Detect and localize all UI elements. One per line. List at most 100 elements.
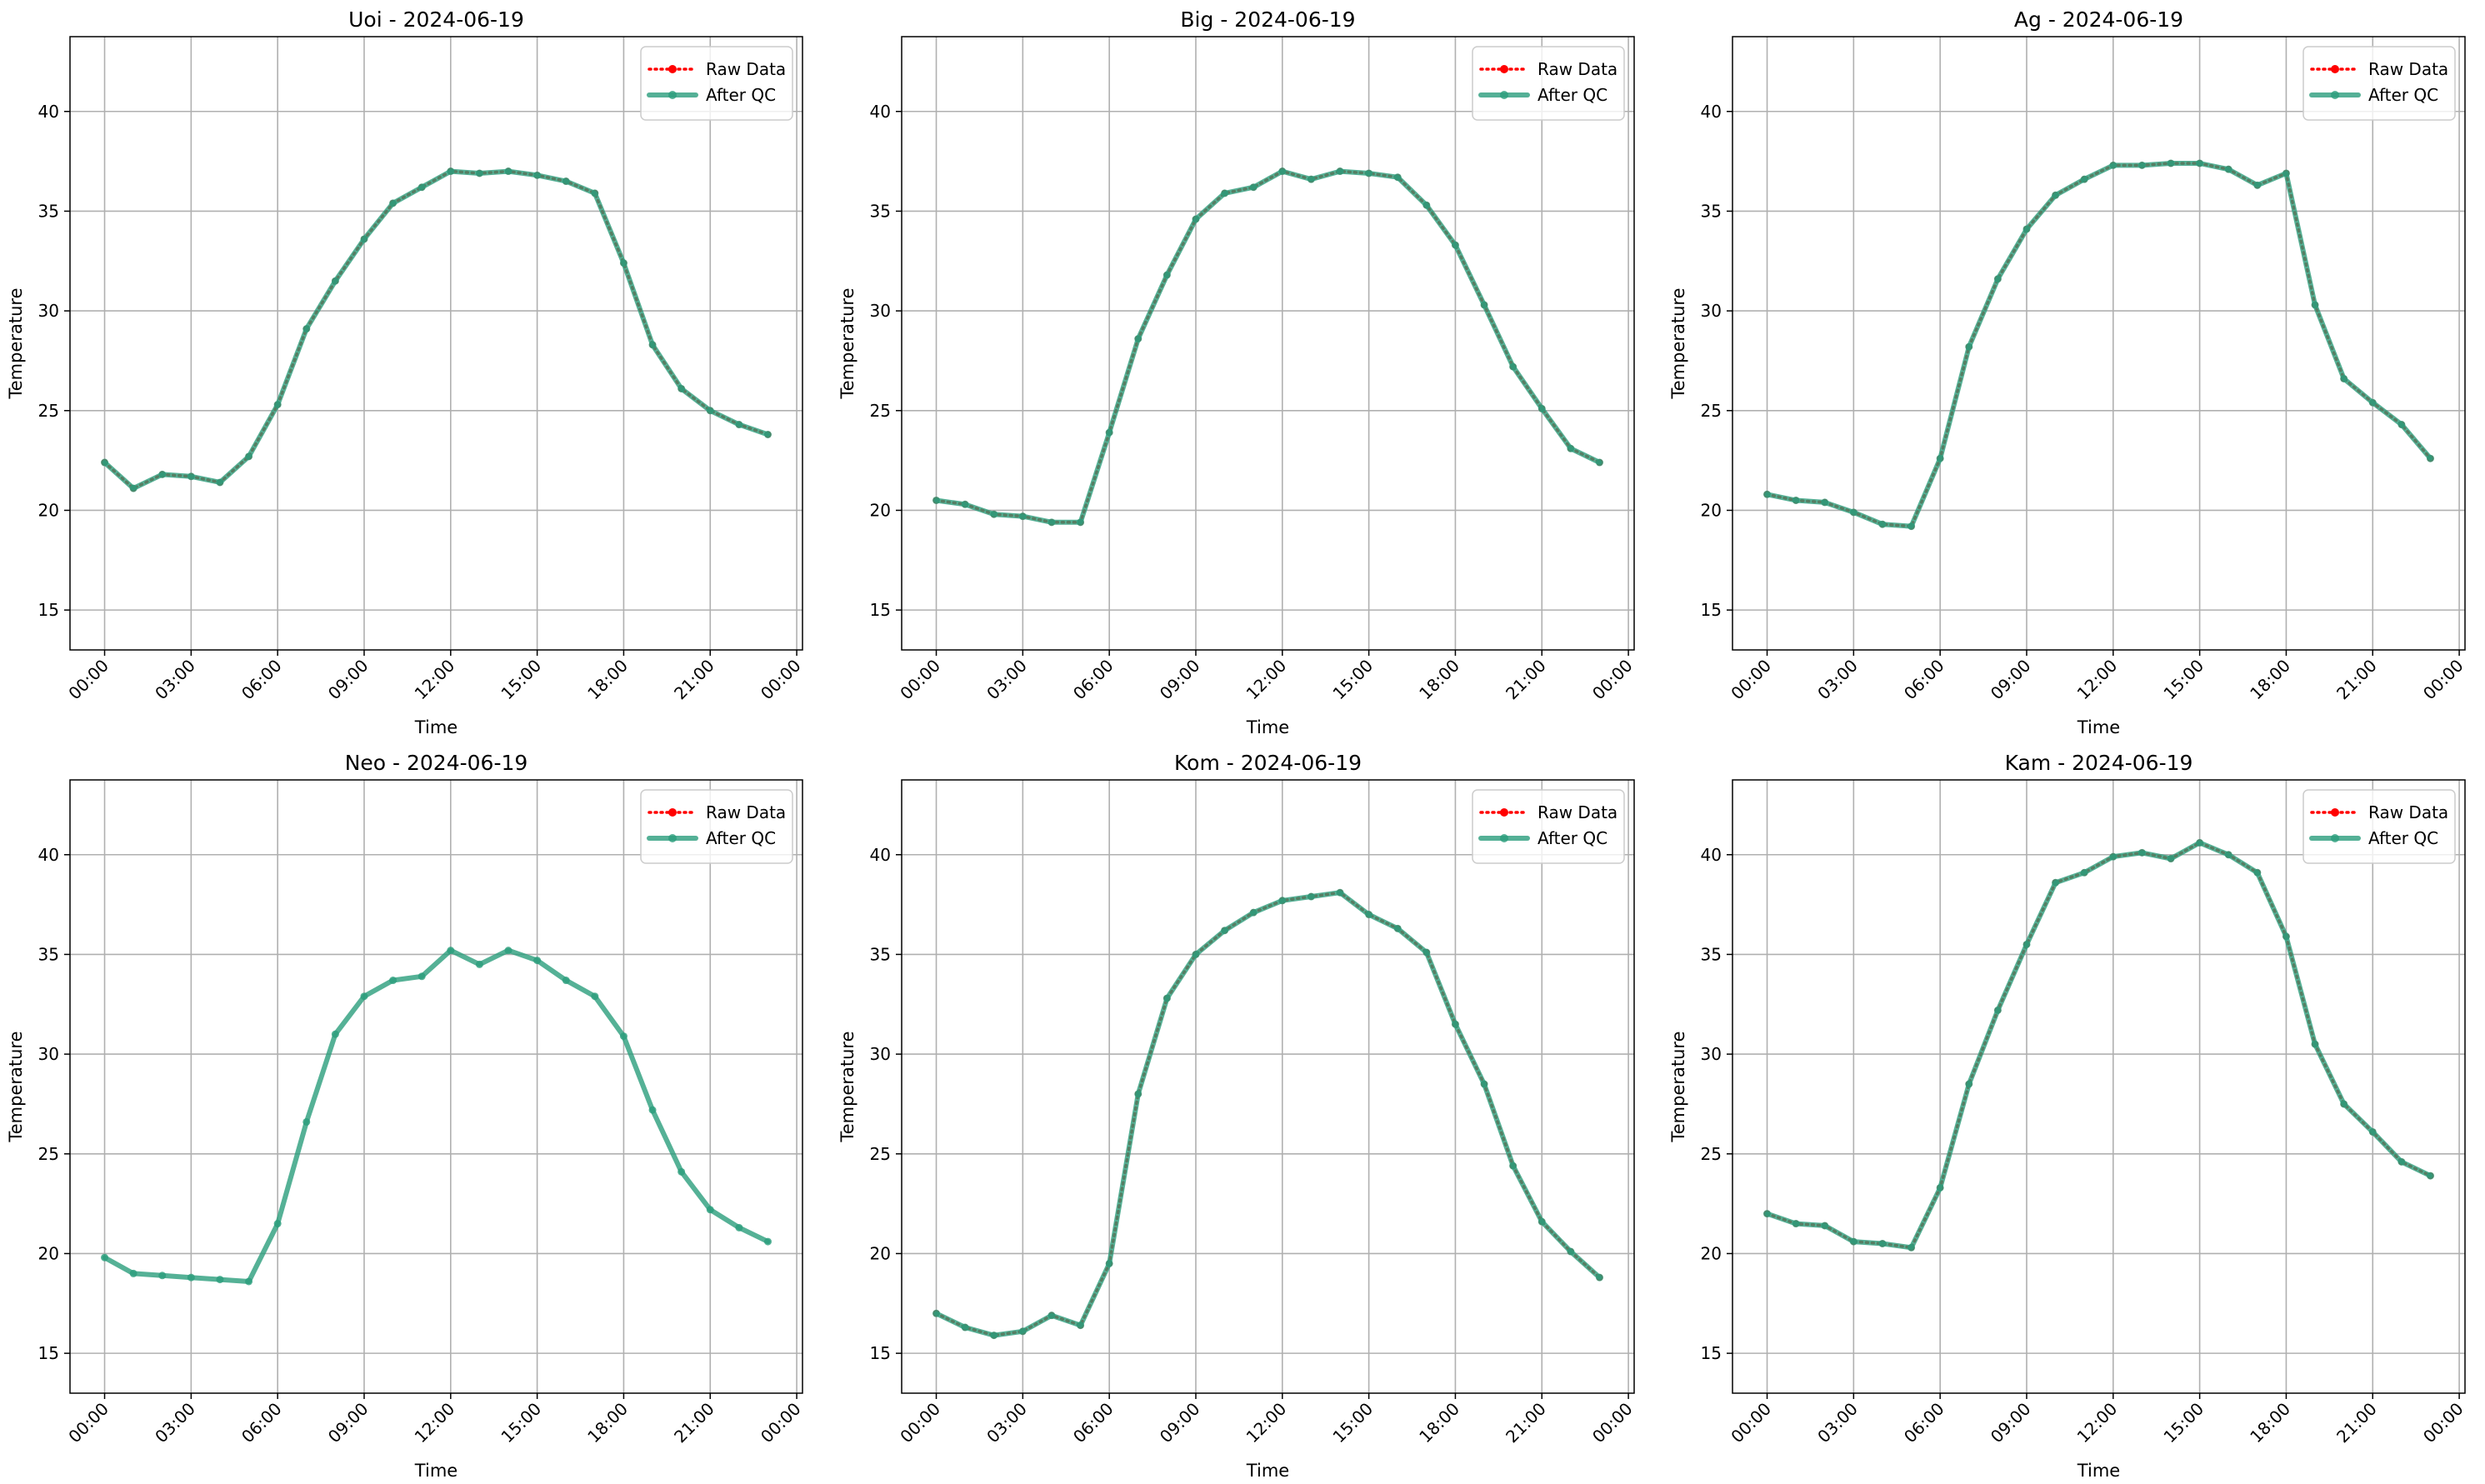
qc-marker — [2138, 161, 2146, 169]
qc-marker — [1162, 994, 1171, 1002]
legend-label: After QC — [1538, 85, 1608, 105]
qc-marker — [2426, 1172, 2434, 1180]
qc-marker — [504, 167, 512, 176]
qc-marker — [1878, 1239, 1887, 1247]
y-tick-label: 20 — [870, 1243, 891, 1263]
legend-label: Raw Data — [706, 802, 786, 822]
qc-marker — [735, 1223, 743, 1232]
qc-marker — [389, 199, 398, 207]
x-tick-label: 00:00 — [757, 656, 805, 704]
x-tick-label: 21:00 — [1502, 1399, 1550, 1447]
qc-marker — [245, 1277, 253, 1286]
x-tick-label: 18:00 — [2246, 656, 2294, 704]
y-tick-label: 25 — [1701, 1144, 1722, 1164]
qc-marker — [2398, 1157, 2406, 1166]
qc-marker — [1936, 454, 1944, 462]
qc-marker — [1249, 908, 1258, 917]
qc-marker — [2080, 868, 2088, 877]
x-tick-label: 21:00 — [670, 656, 718, 704]
qc-marker — [1278, 897, 1287, 905]
qc-marker — [2052, 878, 2060, 887]
chart-title: Ag - 2024-06-19 — [2014, 7, 2183, 32]
x-tick-label: 18:00 — [583, 1399, 632, 1447]
qc-marker — [2340, 1100, 2348, 1108]
y-tick-label: 30 — [870, 301, 891, 321]
y-tick-label: 30 — [1701, 301, 1722, 321]
legend-marker — [668, 91, 677, 99]
y-tick-label: 30 — [1701, 1044, 1722, 1064]
qc-marker — [961, 1323, 969, 1332]
legend-label: After QC — [706, 828, 776, 848]
qc-marker — [389, 977, 398, 985]
x-tick-label: 21:00 — [2332, 656, 2381, 704]
axes-frame — [901, 36, 1635, 651]
qc-marker — [1821, 498, 1829, 507]
x-tick-label: 09:00 — [1987, 656, 2035, 704]
qc-marker — [648, 341, 657, 349]
x-tick-label: 21:00 — [670, 1399, 718, 1447]
qc-marker — [1993, 275, 2002, 283]
qc-marker — [2224, 165, 2232, 173]
qc-marker — [418, 183, 426, 192]
y-tick-label: 35 — [38, 944, 59, 964]
legend-marker — [668, 808, 677, 817]
y-tick-label: 20 — [38, 1243, 59, 1263]
y-tick-label: 35 — [870, 944, 891, 964]
qc-marker — [1480, 301, 1488, 309]
x-tick-label: 03:00 — [982, 656, 1031, 704]
x-axis-label: Time — [1246, 717, 1289, 737]
legend-box — [640, 46, 793, 121]
qc-marker — [1422, 201, 1431, 209]
x-tick-label: 15:00 — [497, 1399, 545, 1447]
qc-marker — [129, 484, 138, 492]
x-tick-label: 00:00 — [1727, 1399, 1775, 1447]
x-tick-label: 09:00 — [1156, 1399, 1204, 1447]
qc-line — [102, 947, 771, 1284]
qc-marker — [1393, 924, 1402, 932]
x-tick-label: 18:00 — [583, 656, 632, 704]
x-tick-label: 00:00 — [757, 1399, 805, 1447]
axes-frame — [69, 779, 803, 1394]
x-axis-label: Time — [414, 1461, 458, 1481]
qc-marker — [533, 171, 542, 179]
x-axis-label: Time — [414, 717, 458, 737]
qc-marker — [648, 1106, 657, 1114]
x-tick-label: 15:00 — [1328, 656, 1377, 704]
qc-marker — [1105, 1259, 1113, 1267]
qc-marker — [1595, 1273, 1603, 1282]
x-tick-label: 09:00 — [1156, 656, 1204, 704]
qc-marker — [1336, 888, 1344, 897]
qc-marker — [1509, 1162, 1518, 1170]
qc-line — [1764, 840, 2433, 1251]
y-axis-label: Temperature — [6, 287, 26, 399]
chart-title: Kam - 2024-06-19 — [2005, 751, 2193, 775]
qc-marker — [187, 1273, 195, 1282]
qc-marker — [447, 947, 455, 955]
x-tick-label: 18:00 — [1415, 656, 1463, 704]
y-tick-label: 40 — [870, 102, 891, 122]
chart-title: Big - 2024-06-19 — [1180, 7, 1355, 32]
x-tick-label: 21:00 — [2332, 1399, 2381, 1447]
plot-area — [902, 780, 1634, 1393]
qc-marker — [1849, 508, 1858, 517]
y-axis-label: Temperature — [6, 1031, 26, 1142]
qc-marker — [678, 1167, 686, 1176]
y-tick-label: 40 — [870, 845, 891, 865]
x-tick-label: 09:00 — [324, 1399, 372, 1447]
qc-line — [1764, 161, 2433, 529]
qc-marker — [678, 384, 686, 392]
legend-marker — [2331, 91, 2339, 99]
x-axis-label: Time — [2077, 717, 2120, 737]
qc-marker — [101, 458, 109, 467]
qc-marker — [2196, 838, 2204, 847]
x-tick-label: 00:00 — [1588, 1399, 1637, 1447]
qc-marker — [1048, 1312, 1056, 1320]
x-tick-label: 15:00 — [1328, 1399, 1377, 1447]
y-tick-label: 25 — [38, 401, 59, 421]
plot-area — [1732, 37, 2465, 650]
legend-label: After QC — [2368, 828, 2438, 848]
qc-marker — [1965, 342, 1973, 351]
y-tick-label: 40 — [1701, 102, 1722, 122]
qc-marker — [2426, 454, 2434, 462]
